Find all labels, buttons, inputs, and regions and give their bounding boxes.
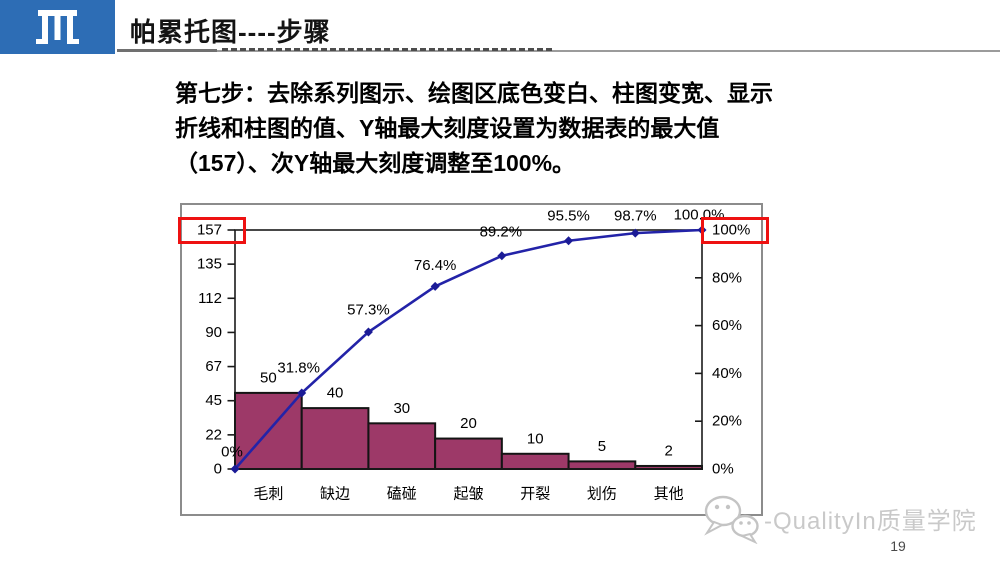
left-axis-tick-label: 67 — [205, 358, 222, 375]
bar-value-label: 5 — [598, 438, 606, 455]
highlight-box-left-axis-max — [178, 217, 246, 244]
instruction-line-2: 折线和柱图的值、Y轴最大刻度设置为数据表的最大值 — [175, 115, 720, 141]
bar-value-label: 30 — [393, 400, 410, 417]
watermark: -QualityIn质量学院 — [698, 492, 977, 544]
cumulative-line — [234, 228, 703, 470]
pareto-bar — [434, 437, 503, 471]
logo — [0, 0, 115, 54]
bar-value-label: 2 — [664, 442, 672, 459]
right-axis-tick-label: 20% — [712, 413, 742, 430]
left-axis-tick-label: 0 — [214, 461, 222, 478]
right-axis-tick-label: 80% — [712, 269, 742, 286]
gate-logo-icon — [36, 10, 79, 44]
cumulative-point-marker — [363, 327, 373, 337]
cumulative-percent-label: 98.7% — [614, 208, 657, 225]
cumulative-point-marker — [497, 251, 507, 261]
left-axis-tick-label: 22 — [205, 426, 222, 443]
pareto-bar — [300, 407, 370, 470]
bar-value-label: 20 — [460, 415, 477, 432]
left-axis-tick-label: 90 — [205, 324, 222, 341]
right-axis-tick-label: 40% — [712, 365, 742, 382]
right-axis-tick-label: 0% — [712, 461, 734, 478]
category-label: 缺边 — [320, 486, 350, 503]
cumulative-point-marker — [297, 388, 307, 398]
cumulative-point-marker — [230, 464, 240, 474]
category-label: 磕碰 — [387, 486, 417, 503]
instruction-text: 第七步：去除系列图示、绘图区底色变白、柱图变宽、显示 折线和柱图的值、Y轴最大刻… — [175, 76, 865, 181]
left-axis-tick-label: 112 — [198, 290, 222, 307]
cumulative-percent-label: 95.5% — [547, 207, 590, 224]
plot-area-border — [234, 229, 703, 470]
wechat-icon — [704, 495, 759, 544]
category-label: 毛刺 — [253, 486, 283, 503]
highlight-box-right-axis-max — [701, 217, 769, 244]
left-axis-tick-label: 45 — [205, 392, 222, 409]
cumulative-point-marker — [630, 228, 640, 238]
left-axis-tick-label: 135 — [197, 256, 222, 273]
header-underline-solid-segment — [117, 49, 217, 52]
header-underline — [117, 50, 1000, 52]
category-label: 开裂 — [520, 486, 550, 503]
right-axis-tick-label: 100% — [712, 222, 750, 239]
watermark-text: -QualityIn质量学院 — [764, 507, 977, 535]
pareto-bar — [367, 422, 437, 470]
category-label: 划伤 — [587, 486, 617, 503]
category-label: 起皱 — [453, 486, 483, 503]
pareto-chart: 157 135 112 90 67 45 22 0 100% 80% 60% 40% 20% 0% 毛刺 缺边… — [178, 203, 769, 516]
page-number: 19 — [890, 538, 906, 554]
instruction-line-1: 第七步：去除系列图示、绘图区底色变白、柱图变宽、显示 — [175, 80, 773, 106]
bar-value-label: 50 — [260, 369, 277, 386]
pareto-bar — [500, 452, 570, 470]
cumulative-point-marker — [564, 236, 574, 246]
cumulative-percent-label: 76.4% — [414, 257, 457, 274]
bar-value-label: 40 — [327, 385, 344, 402]
page-title: 帕累托图----步骤 — [130, 17, 331, 47]
category-label: 其他 — [654, 486, 684, 503]
left-axis-tick-label: 157 — [197, 222, 222, 239]
header-underline-dashed-segment — [222, 48, 552, 51]
pareto-bar — [567, 460, 637, 471]
instruction-line-3: （157）、次Y轴最大刻度调整至100%。 — [175, 150, 576, 176]
cumulative-percent-label: 57.3% — [347, 302, 390, 319]
cumulative-point-marker — [430, 281, 440, 291]
cumulative-percent-label: 0% — [221, 444, 243, 461]
cumulative-percent-label: 31.8% — [277, 360, 320, 377]
bar-value-label: 10 — [527, 430, 544, 447]
right-axis-tick-label: 60% — [712, 317, 742, 334]
cumulative-percent-label: 89.2% — [480, 223, 523, 240]
